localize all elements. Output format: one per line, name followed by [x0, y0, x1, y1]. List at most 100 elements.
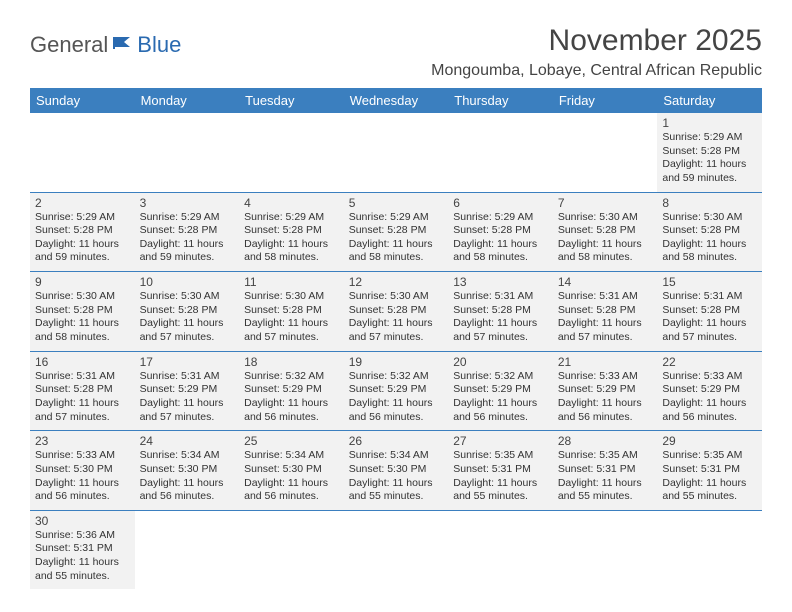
- calendar-cell: 6Sunrise: 5:29 AMSunset: 5:28 PMDaylight…: [448, 192, 553, 272]
- day-number: 20: [453, 355, 548, 369]
- logo-text-general: General: [30, 32, 108, 58]
- header: General Blue November 2025 Mongoumba, Lo…: [30, 24, 762, 80]
- calendar-cell: [553, 510, 658, 589]
- calendar-cell: [344, 113, 449, 192]
- calendar-cell: 1Sunrise: 5:29 AMSunset: 5:28 PMDaylight…: [657, 113, 762, 192]
- day-info: Sunrise: 5:29 AMSunset: 5:28 PMDaylight:…: [244, 211, 339, 266]
- day-info: Sunrise: 5:33 AMSunset: 5:30 PMDaylight:…: [35, 449, 130, 504]
- day-number: 4: [244, 196, 339, 210]
- calendar-cell: 2Sunrise: 5:29 AMSunset: 5:28 PMDaylight…: [30, 192, 135, 272]
- calendar-row: 23Sunrise: 5:33 AMSunset: 5:30 PMDayligh…: [30, 431, 762, 511]
- day-info: Sunrise: 5:32 AMSunset: 5:29 PMDaylight:…: [244, 370, 339, 425]
- day-info: Sunrise: 5:30 AMSunset: 5:28 PMDaylight:…: [140, 290, 235, 345]
- weekday-header-row: Sunday Monday Tuesday Wednesday Thursday…: [30, 88, 762, 113]
- calendar-row: 30Sunrise: 5:36 AMSunset: 5:31 PMDayligh…: [30, 510, 762, 589]
- day-info: Sunrise: 5:30 AMSunset: 5:28 PMDaylight:…: [35, 290, 130, 345]
- calendar-cell: 4Sunrise: 5:29 AMSunset: 5:28 PMDaylight…: [239, 192, 344, 272]
- day-info: Sunrise: 5:35 AMSunset: 5:31 PMDaylight:…: [662, 449, 757, 504]
- calendar-cell: 13Sunrise: 5:31 AMSunset: 5:28 PMDayligh…: [448, 272, 553, 352]
- day-number: 13: [453, 275, 548, 289]
- calendar-cell: 27Sunrise: 5:35 AMSunset: 5:31 PMDayligh…: [448, 431, 553, 511]
- weekday-header: Monday: [135, 88, 240, 113]
- calendar-cell: 17Sunrise: 5:31 AMSunset: 5:29 PMDayligh…: [135, 351, 240, 431]
- calendar-cell: 21Sunrise: 5:33 AMSunset: 5:29 PMDayligh…: [553, 351, 658, 431]
- calendar-cell: 22Sunrise: 5:33 AMSunset: 5:29 PMDayligh…: [657, 351, 762, 431]
- calendar-cell: 5Sunrise: 5:29 AMSunset: 5:28 PMDaylight…: [344, 192, 449, 272]
- calendar-cell: 15Sunrise: 5:31 AMSunset: 5:28 PMDayligh…: [657, 272, 762, 352]
- calendar-cell: 7Sunrise: 5:30 AMSunset: 5:28 PMDaylight…: [553, 192, 658, 272]
- calendar-cell: 3Sunrise: 5:29 AMSunset: 5:28 PMDaylight…: [135, 192, 240, 272]
- calendar-cell: [657, 510, 762, 589]
- day-number: 8: [662, 196, 757, 210]
- day-info: Sunrise: 5:31 AMSunset: 5:29 PMDaylight:…: [140, 370, 235, 425]
- weekday-header: Wednesday: [344, 88, 449, 113]
- day-number: 17: [140, 355, 235, 369]
- calendar-row: 2Sunrise: 5:29 AMSunset: 5:28 PMDaylight…: [30, 192, 762, 272]
- calendar-cell: 16Sunrise: 5:31 AMSunset: 5:28 PMDayligh…: [30, 351, 135, 431]
- logo-flag-icon: [112, 34, 134, 57]
- day-number: 9: [35, 275, 130, 289]
- day-number: 6: [453, 196, 548, 210]
- day-info: Sunrise: 5:29 AMSunset: 5:28 PMDaylight:…: [662, 131, 757, 186]
- calendar-cell: 19Sunrise: 5:32 AMSunset: 5:29 PMDayligh…: [344, 351, 449, 431]
- weekday-header: Tuesday: [239, 88, 344, 113]
- weekday-header: Sunday: [30, 88, 135, 113]
- day-info: Sunrise: 5:36 AMSunset: 5:31 PMDaylight:…: [35, 529, 130, 584]
- location: Mongoumba, Lobaye, Central African Repub…: [431, 62, 762, 80]
- weekday-header: Saturday: [657, 88, 762, 113]
- day-info: Sunrise: 5:30 AMSunset: 5:28 PMDaylight:…: [558, 211, 653, 266]
- logo: General Blue: [30, 32, 181, 58]
- calendar-cell: [448, 510, 553, 589]
- calendar-cell: [448, 113, 553, 192]
- calendar-cell: 9Sunrise: 5:30 AMSunset: 5:28 PMDaylight…: [30, 272, 135, 352]
- calendar-table: Sunday Monday Tuesday Wednesday Thursday…: [30, 88, 762, 589]
- calendar-cell: 20Sunrise: 5:32 AMSunset: 5:29 PMDayligh…: [448, 351, 553, 431]
- day-info: Sunrise: 5:35 AMSunset: 5:31 PMDaylight:…: [453, 449, 548, 504]
- day-number: 7: [558, 196, 653, 210]
- calendar-cell: [239, 510, 344, 589]
- calendar-cell: [553, 113, 658, 192]
- title-block: November 2025 Mongoumba, Lobaye, Central…: [431, 24, 762, 80]
- day-number: 22: [662, 355, 757, 369]
- day-info: Sunrise: 5:30 AMSunset: 5:28 PMDaylight:…: [349, 290, 444, 345]
- calendar-body: 1Sunrise: 5:29 AMSunset: 5:28 PMDaylight…: [30, 113, 762, 589]
- calendar-cell: [239, 113, 344, 192]
- day-info: Sunrise: 5:34 AMSunset: 5:30 PMDaylight:…: [244, 449, 339, 504]
- calendar-cell: 30Sunrise: 5:36 AMSunset: 5:31 PMDayligh…: [30, 510, 135, 589]
- day-info: Sunrise: 5:32 AMSunset: 5:29 PMDaylight:…: [349, 370, 444, 425]
- day-number: 29: [662, 434, 757, 448]
- month-title: November 2025: [431, 24, 762, 58]
- day-info: Sunrise: 5:29 AMSunset: 5:28 PMDaylight:…: [35, 211, 130, 266]
- day-number: 16: [35, 355, 130, 369]
- calendar-cell: [135, 113, 240, 192]
- day-info: Sunrise: 5:30 AMSunset: 5:28 PMDaylight:…: [244, 290, 339, 345]
- calendar-row: 9Sunrise: 5:30 AMSunset: 5:28 PMDaylight…: [30, 272, 762, 352]
- day-number: 24: [140, 434, 235, 448]
- day-number: 27: [453, 434, 548, 448]
- day-number: 28: [558, 434, 653, 448]
- calendar-cell: [30, 113, 135, 192]
- calendar-cell: 23Sunrise: 5:33 AMSunset: 5:30 PMDayligh…: [30, 431, 135, 511]
- day-info: Sunrise: 5:33 AMSunset: 5:29 PMDaylight:…: [558, 370, 653, 425]
- day-number: 21: [558, 355, 653, 369]
- day-number: 2: [35, 196, 130, 210]
- calendar-row: 1Sunrise: 5:29 AMSunset: 5:28 PMDaylight…: [30, 113, 762, 192]
- day-number: 3: [140, 196, 235, 210]
- day-number: 12: [349, 275, 444, 289]
- day-info: Sunrise: 5:29 AMSunset: 5:28 PMDaylight:…: [453, 211, 548, 266]
- weekday-header: Friday: [553, 88, 658, 113]
- day-number: 5: [349, 196, 444, 210]
- logo-text-blue: Blue: [137, 32, 181, 58]
- calendar-cell: [135, 510, 240, 589]
- calendar-cell: 10Sunrise: 5:30 AMSunset: 5:28 PMDayligh…: [135, 272, 240, 352]
- calendar-cell: 25Sunrise: 5:34 AMSunset: 5:30 PMDayligh…: [239, 431, 344, 511]
- calendar-cell: 29Sunrise: 5:35 AMSunset: 5:31 PMDayligh…: [657, 431, 762, 511]
- day-info: Sunrise: 5:31 AMSunset: 5:28 PMDaylight:…: [453, 290, 548, 345]
- calendar-cell: 26Sunrise: 5:34 AMSunset: 5:30 PMDayligh…: [344, 431, 449, 511]
- day-number: 18: [244, 355, 339, 369]
- day-info: Sunrise: 5:34 AMSunset: 5:30 PMDaylight:…: [140, 449, 235, 504]
- day-number: 15: [662, 275, 757, 289]
- day-info: Sunrise: 5:34 AMSunset: 5:30 PMDaylight:…: [349, 449, 444, 504]
- day-info: Sunrise: 5:29 AMSunset: 5:28 PMDaylight:…: [349, 211, 444, 266]
- day-info: Sunrise: 5:31 AMSunset: 5:28 PMDaylight:…: [662, 290, 757, 345]
